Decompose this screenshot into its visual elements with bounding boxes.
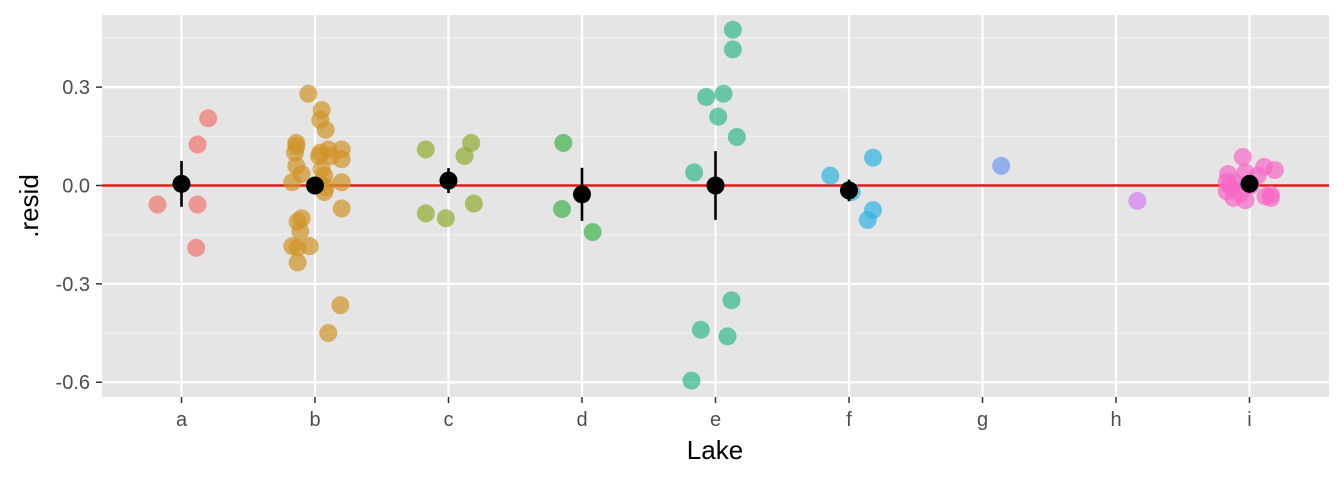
- point-e: [709, 107, 728, 126]
- mean-point-b: [306, 176, 324, 195]
- x-tick-label: f: [846, 409, 852, 431]
- point-e: [691, 320, 710, 339]
- point-i: [1265, 161, 1284, 180]
- point-e: [727, 127, 746, 146]
- point-g: [992, 156, 1011, 175]
- point-e: [718, 327, 737, 346]
- x-tick-label: b: [309, 409, 320, 431]
- x-tick-label: i: [1247, 409, 1251, 431]
- point-a: [187, 238, 206, 257]
- y-tick-label: 0.3: [62, 77, 90, 99]
- point-a: [188, 135, 207, 154]
- point-b: [332, 173, 351, 192]
- point-e: [722, 291, 741, 310]
- mean-point-f: [840, 181, 858, 200]
- point-c: [436, 209, 455, 228]
- point-i: [1233, 147, 1252, 166]
- x-tick-label: a: [176, 409, 188, 431]
- x-tick-label: g: [977, 409, 988, 431]
- point-b: [332, 150, 351, 169]
- point-c: [464, 194, 483, 213]
- x-axis-title: Lake: [687, 435, 743, 465]
- point-e: [723, 40, 742, 59]
- point-b: [288, 238, 307, 257]
- point-b: [283, 173, 302, 192]
- x-axis: a b c d e f g h i: [176, 397, 1252, 431]
- x-tick-label: e: [710, 409, 721, 431]
- point-c: [416, 140, 435, 159]
- y-axis: -0.6 -0.3 0.0 0.3: [56, 77, 102, 394]
- point-b: [291, 222, 310, 241]
- mean-point-e: [706, 176, 725, 195]
- mean-point-c: [439, 171, 458, 190]
- point-b: [288, 253, 307, 272]
- point-b: [319, 324, 338, 343]
- point-f: [864, 148, 883, 167]
- point-b: [332, 199, 351, 218]
- point-h: [1128, 191, 1147, 210]
- residual-points: [148, 20, 1284, 390]
- point-f: [821, 166, 840, 185]
- x-tick-label: d: [576, 409, 587, 431]
- y-tick-label: 0.0: [62, 176, 90, 198]
- x-tick-label: c: [444, 409, 454, 431]
- point-a: [199, 109, 218, 128]
- y-axis-title: .resid: [14, 174, 44, 238]
- point-e: [714, 84, 733, 103]
- point-a: [188, 195, 207, 214]
- x-tick-label: h: [1110, 409, 1121, 431]
- point-c: [455, 146, 474, 165]
- y-tick-label: -0.6: [56, 372, 90, 394]
- point-e: [685, 163, 704, 182]
- point-b: [316, 120, 335, 139]
- mean-point-d: [573, 185, 591, 204]
- point-d: [583, 223, 602, 242]
- point-a: [148, 195, 167, 214]
- mean-point-a: [172, 174, 191, 193]
- point-b: [285, 143, 304, 162]
- point-i: [1261, 188, 1280, 207]
- mean-errorbars: [172, 151, 1259, 221]
- mean-point-i: [1240, 174, 1259, 193]
- point-d: [554, 133, 573, 152]
- point-b: [299, 84, 318, 103]
- point-c: [416, 204, 435, 223]
- point-e: [697, 87, 716, 106]
- point-e: [723, 20, 742, 39]
- point-e: [682, 371, 701, 390]
- y-tick-label: -0.3: [56, 274, 90, 296]
- point-i: [1236, 191, 1255, 210]
- point-b: [331, 296, 350, 315]
- point-d: [552, 200, 571, 219]
- point-f: [858, 210, 877, 229]
